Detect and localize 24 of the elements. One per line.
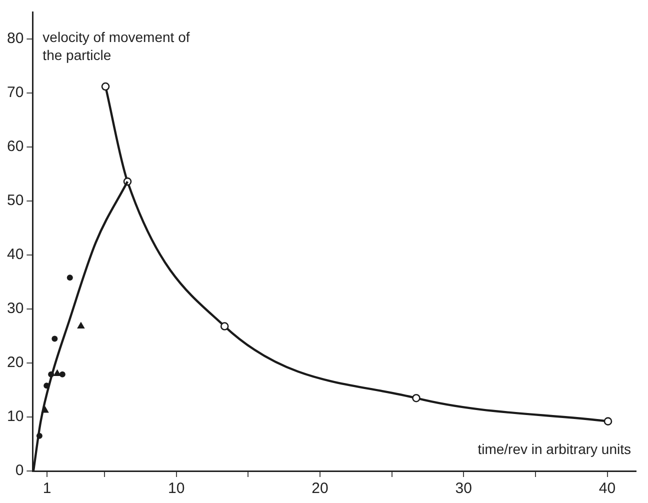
point	[52, 336, 58, 342]
y-tick-label: 30	[6, 300, 24, 318]
point	[412, 394, 420, 402]
point	[66, 274, 73, 281]
y-tick-label: 60	[6, 138, 24, 156]
y-tick-label: 20	[6, 354, 24, 372]
point	[220, 322, 229, 330]
y-tick-label: 70	[6, 84, 24, 102]
x-tick-label: 20	[312, 480, 328, 498]
y-tick-label: 10	[6, 408, 24, 426]
x-tick-label: 1	[42, 480, 52, 498]
point	[101, 82, 110, 91]
y-tick-label: 50	[6, 192, 24, 210]
x-tick-label: 30	[455, 480, 472, 498]
point	[604, 417, 612, 426]
point	[59, 371, 66, 378]
point	[77, 322, 85, 329]
y-axis-title: velocity of movement of the particle	[42, 28, 190, 63]
y-tick-label: 0	[15, 462, 24, 480]
x-tick-label: 10	[168, 480, 185, 498]
y-tick-label: 40	[6, 246, 24, 264]
y-tick-label: 80	[6, 30, 24, 48]
x-tick-label: 40	[598, 480, 616, 498]
x-axis-title: time/rev in arbitrary units	[478, 440, 631, 457]
